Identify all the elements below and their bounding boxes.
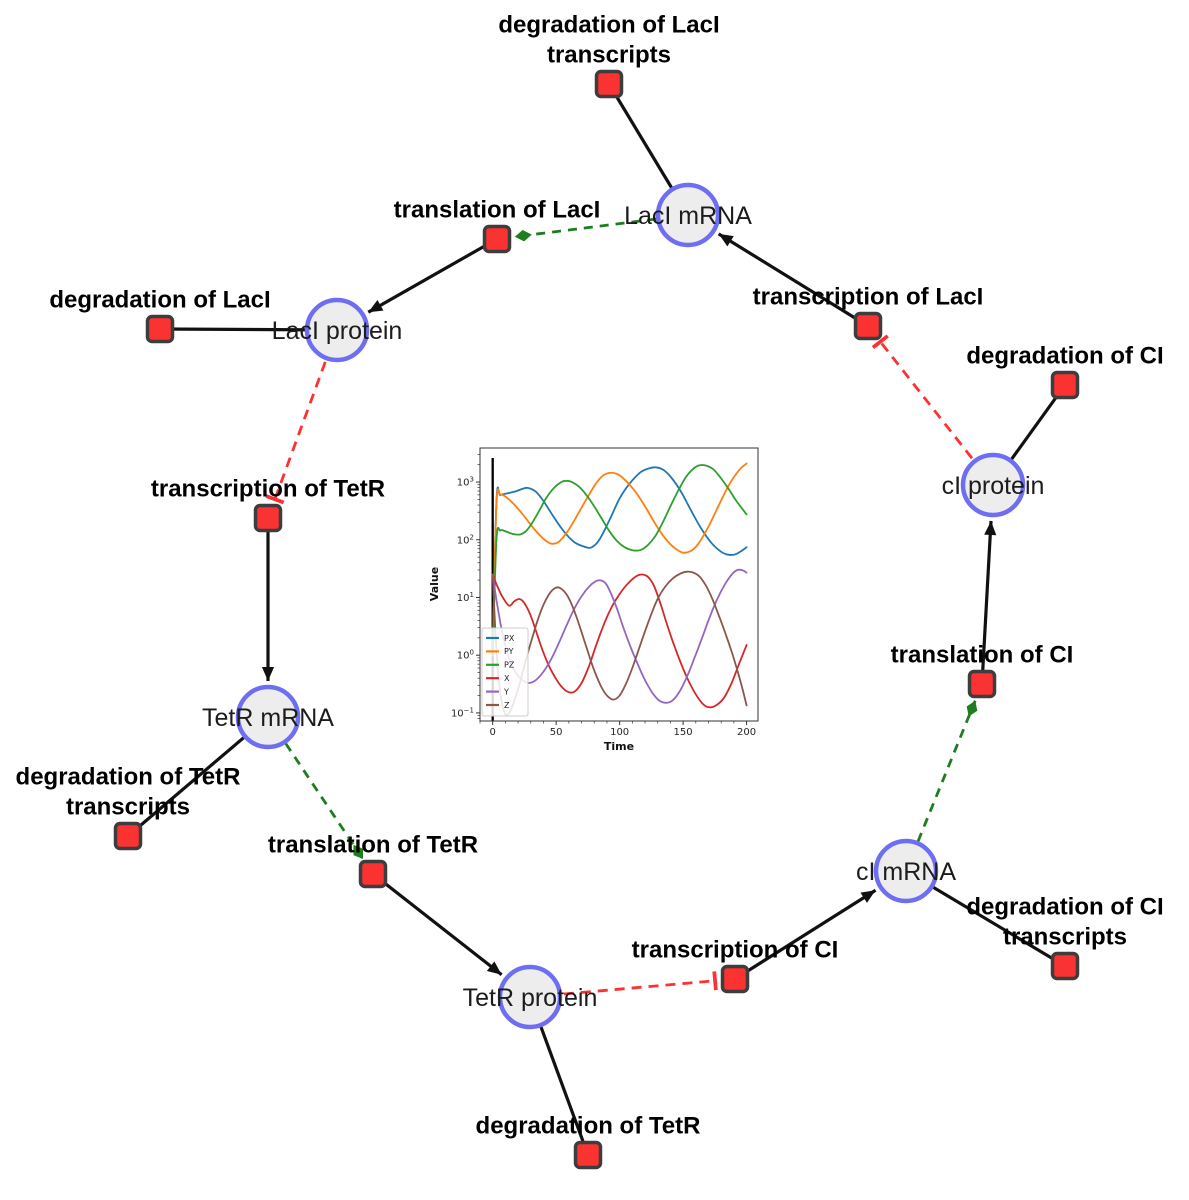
reaction-label-trans_ci: translation of CI	[891, 642, 1074, 669]
reaction-label-deg_laci: degradation of LacI	[49, 287, 270, 314]
network-labels: degradation of LacI transcripts translatio…	[16, 12, 1164, 1140]
reaction-node-deg_ci	[1050, 370, 1080, 400]
y-tick-10e2: 102	[457, 533, 474, 546]
x-tick-200: 200	[737, 727, 756, 738]
reaction-node-trans_tetr	[358, 859, 388, 889]
legend-entry-PX: PX	[504, 634, 515, 643]
reaction-node-trans_laci	[482, 224, 512, 254]
legend-entry-X: X	[504, 674, 510, 683]
y-axis-label: Value	[428, 567, 441, 601]
reaction-label-deg_laci_tr-line2: transcripts	[547, 42, 671, 69]
edge-modifier-tetr_mrna-trans_tetr	[266, 716, 365, 860]
reaction-label-deg_tetr_tr-line2: transcripts	[66, 794, 190, 821]
x-tick-0: 0	[490, 727, 496, 738]
species-node-laci_protein	[304, 297, 370, 363]
series-PZ	[491, 464, 748, 657]
edge-inhibition-laci_protein-txn_tetr	[265, 329, 339, 505]
series-PX	[491, 466, 748, 657]
edge-product-trans_tetr-tetr_protein	[372, 872, 503, 977]
species-label-tetr_mrna: TetR mRNA	[202, 704, 334, 732]
edge-inhibition-tetr_protein-txn_ci	[529, 971, 718, 999]
species-label-ci_mrna: cI mRNA	[856, 858, 956, 886]
x-axis-label: Time	[604, 740, 634, 753]
y-tick-10e-1: 10−1	[451, 706, 474, 719]
legend-entry-Z: Z	[504, 701, 510, 710]
reaction-node-deg_tetr	[573, 1140, 603, 1170]
species-node-tetr_mrna	[235, 684, 301, 750]
edge-inhibition-ci_protein-txn_laci	[871, 334, 995, 486]
reaction-label-deg_ci_tr-line1: degradation of CI	[966, 894, 1163, 921]
reaction-label-deg_tetr_tr-line1: degradation of TetR	[16, 764, 241, 791]
species-node-ci_mrna	[873, 838, 939, 904]
reaction-label-txn_tetr: transcription of TetR	[151, 476, 385, 503]
reaction-node-txn_tetr	[253, 503, 283, 533]
reaction-label-trans_tetr: translation of TetR	[268, 832, 478, 859]
reaction-node-txn_ci	[720, 964, 750, 994]
network-nodes	[113, 69, 1080, 1170]
y-tick-10e1: 101	[457, 591, 474, 604]
species-label-laci_protein: LacI protein	[272, 317, 403, 345]
reaction-node-deg_tetr_tr	[113, 821, 143, 851]
reaction-node-trans_ci	[967, 669, 997, 699]
legend: PX PY PZ XYZ	[481, 627, 529, 717]
series-PY	[491, 462, 748, 657]
legend-entry-PY: PY	[504, 647, 514, 656]
x-tick-150: 150	[674, 727, 693, 738]
x-tick-50: 50	[550, 727, 563, 738]
species-node-ci_protein	[960, 452, 1026, 518]
species-label-laci_mrna: LacI mRNA	[624, 202, 752, 230]
reaction-label-deg_laci_tr-line1: degradation of LacI	[498, 12, 719, 39]
reaction-label-deg_tetr: degradation of TetR	[476, 1113, 701, 1140]
reaction-label-trans_laci: translation of LacI	[394, 197, 601, 224]
reaction-label-deg_ci: degradation of CI	[966, 343, 1163, 370]
chart-content: 103 102 101 100 10−1 0 50 100 150 200 PX PY PZ XYZ	[451, 447, 759, 738]
x-tick-100: 100	[610, 727, 629, 738]
y-tick-10e0: 100	[457, 649, 474, 662]
edge-modifier-laci_mrna-trans_laci	[514, 213, 689, 242]
reaction-node-deg_laci_tr	[594, 69, 624, 99]
y-tick-10e3: 103	[457, 476, 474, 489]
species-node-tetr_protein	[497, 964, 563, 1030]
legend-entry-Y: Y	[503, 687, 509, 696]
reaction-node-deg_laci	[145, 314, 175, 344]
edge-product-txn_laci-laci_mrna	[717, 232, 869, 328]
species-label-ci_protein: cI protein	[942, 472, 1045, 500]
edge-product-txn_ci-ci_mrna	[734, 888, 877, 981]
edge-product-trans_laci-laci_protein	[367, 237, 498, 314]
legend-entry-PZ: PZ	[504, 661, 515, 670]
reaction-label-txn_laci: transcription of LacI	[753, 284, 984, 311]
edge-product-trans_ci-ci_protein	[980, 520, 997, 685]
reaction-node-deg_ci_tr	[1050, 951, 1080, 981]
series-X	[491, 573, 748, 709]
species-label-tetr_protein: TetR protein	[463, 984, 598, 1012]
timeseries-inset-plot: 103 102 101 100 10−1 0 50 100 150 200 PX PY PZ XYZ Ti…	[428, 447, 759, 753]
reaction-label-txn_ci: transcription of CI	[632, 937, 839, 964]
reaction-label-deg_ci_tr-line2: transcripts	[1003, 924, 1127, 951]
species-node-laci_mrna	[655, 182, 721, 248]
reaction-node-txn_laci	[853, 311, 883, 341]
